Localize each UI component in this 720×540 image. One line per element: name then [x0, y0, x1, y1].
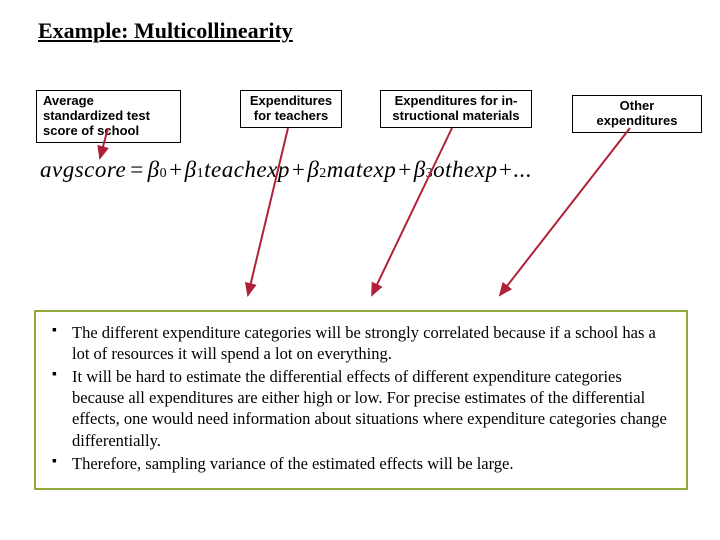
eq-beta1-sub: 1: [197, 166, 205, 182]
eq-beta2-sub: 2: [319, 166, 327, 182]
explanation-box: The different expenditure categories wil…: [34, 310, 688, 490]
list-item: It will be hard to estimate the differen…: [50, 366, 672, 450]
eq-equals: =: [130, 157, 143, 183]
list-item: The different expenditure categories wil…: [50, 322, 672, 364]
label-avgscore: Average standardized test score of schoo…: [36, 90, 181, 143]
eq-beta0: β: [148, 157, 160, 183]
eq-tail: +...: [497, 157, 532, 183]
eq-beta0-sub: 0: [160, 166, 168, 182]
label-matexp: Expenditures for in-structional material…: [380, 90, 532, 128]
bullet-list: The different expenditure categories wil…: [50, 322, 672, 474]
eq-plus1: +: [169, 157, 182, 183]
page-title: Example: Multicollinearity: [38, 18, 293, 44]
label-otherexp: Other expenditures: [572, 95, 702, 133]
eq-lhs: avgscore: [40, 157, 126, 183]
eq-plus3: +: [398, 157, 411, 183]
eq-term1: teachexp: [204, 157, 290, 183]
eq-beta2: β: [307, 157, 319, 183]
regression-equation: avgscore = β0 + β1 teachexp + β2 matexp …: [40, 150, 532, 190]
eq-beta3: β: [414, 157, 426, 183]
list-item: Therefore, sampling variance of the esti…: [50, 453, 672, 474]
eq-beta3-sub: 3: [426, 166, 434, 182]
label-teachexp: Expenditures for teachers: [240, 90, 342, 128]
eq-term3: othexp: [433, 157, 497, 183]
eq-term2: matexp: [327, 157, 396, 183]
eq-beta1: β: [185, 157, 197, 183]
eq-plus2: +: [292, 157, 305, 183]
